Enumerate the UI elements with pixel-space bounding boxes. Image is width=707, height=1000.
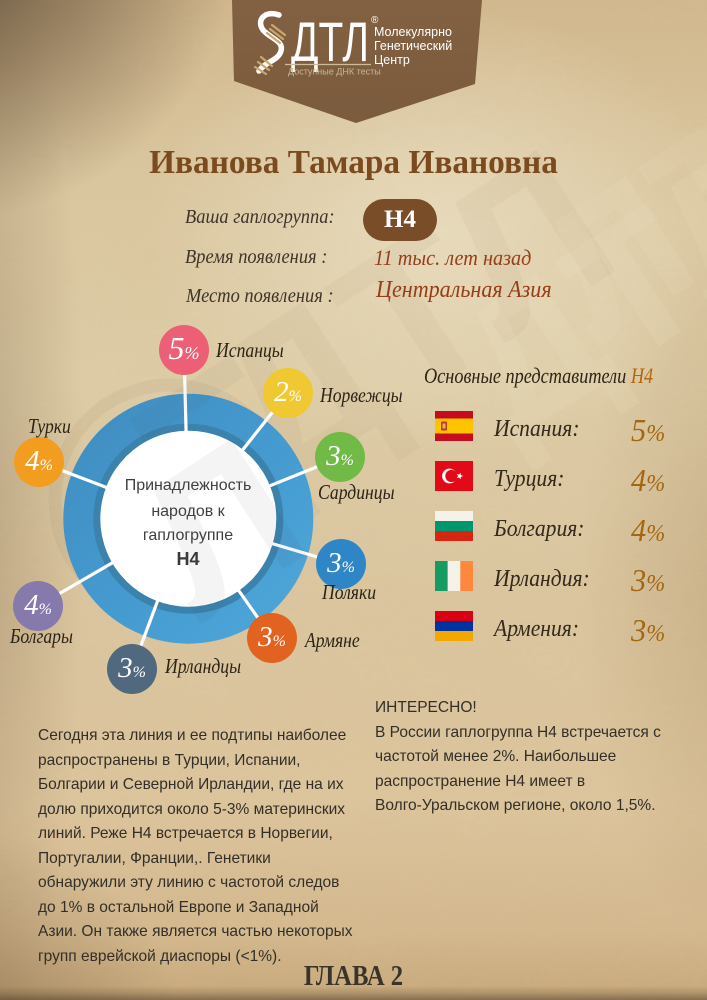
svg-text:Доступные ДНК тесты: Доступные ДНК тесты	[288, 67, 381, 77]
svg-text:народов к: народов к	[151, 503, 225, 520]
svg-text:Н4: Н4	[176, 549, 199, 569]
svg-text:Принадлежность: Принадлежность	[125, 477, 252, 494]
svg-text:гаплогруппе: гаплогруппе	[143, 527, 233, 544]
svg-text:ДТЛ: ДТЛ	[291, 10, 369, 73]
svg-text:®: ®	[371, 15, 379, 26]
svg-text:Генетический: Генетический	[374, 39, 452, 53]
svg-text:Молекулярно: Молекулярно	[374, 25, 452, 39]
svg-text:Центр: Центр	[374, 53, 410, 67]
